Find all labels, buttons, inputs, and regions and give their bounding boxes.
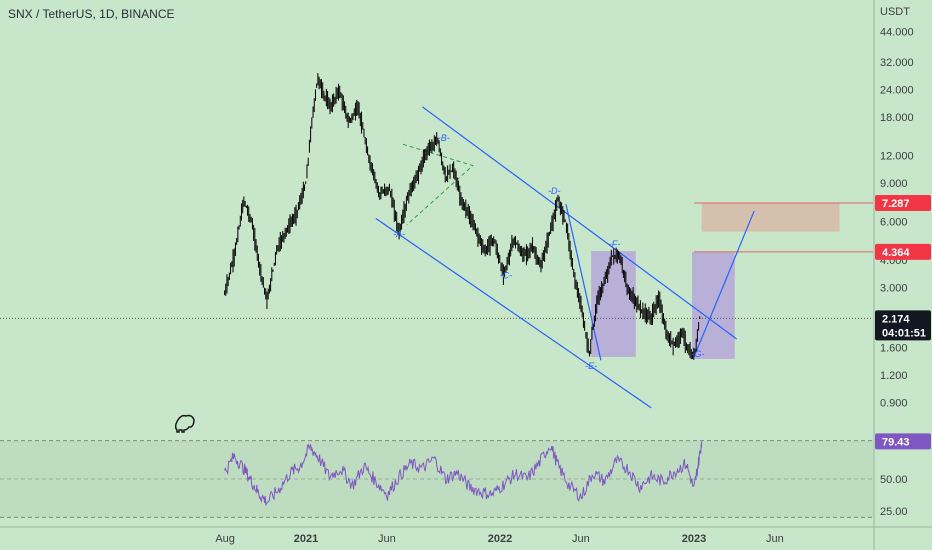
price-badge-label: 7.287 <box>882 198 910 210</box>
wave-label: -B- <box>438 133 450 143</box>
price-badge-2.174 <box>875 310 931 341</box>
wave-d-e-line[interactable] <box>565 204 602 361</box>
price-tick-label: 6.000 <box>880 217 908 229</box>
channel-upper-line[interactable] <box>422 106 738 340</box>
price-badge-7.287 <box>875 195 931 212</box>
symbol-title[interactable]: SNX / TetherUS, 1D, BINANCE <box>8 7 175 21</box>
channel-lower-line[interactable] <box>375 217 652 409</box>
time-tick-label: 2023 <box>682 533 706 545</box>
price-badge-label: 2.174 <box>882 313 910 325</box>
rsi-line <box>224 441 703 506</box>
zone-box-1[interactable] <box>591 251 636 357</box>
wave-label: -E- <box>585 361 597 371</box>
time-tick-label: Aug <box>215 533 235 545</box>
rsi-tick-label: 25.00 <box>880 506 908 518</box>
price-tick-label: 18.000 <box>880 112 914 124</box>
wave-label: -F- <box>609 239 621 249</box>
price-badge-4.364 <box>875 243 931 260</box>
rsi-badge-label: 79.43 <box>882 436 910 448</box>
wave-label: -G- <box>691 349 704 359</box>
price-tick-label: 24.000 <box>880 84 914 96</box>
wave-label: -A- <box>393 229 405 239</box>
time-tick-label: 2022 <box>488 533 512 545</box>
price-tick-label: 3.000 <box>880 283 908 295</box>
countdown-label: 04:01:51 <box>882 327 926 339</box>
time-tick-label: 2021 <box>294 533 318 545</box>
wave-label: -C- <box>500 271 513 281</box>
time-tick-label: Jun <box>572 533 590 545</box>
price-badge-label: 4.364 <box>882 247 910 259</box>
price-tick-label: 0.900 <box>880 397 908 409</box>
rsi-badge <box>875 433 931 450</box>
price-tick-label: 32.000 <box>880 57 914 69</box>
price-tick-label: 9.000 <box>880 178 908 190</box>
target-box[interactable] <box>701 203 840 232</box>
price-tick-label: 44.000 <box>880 27 914 39</box>
currency-label: USDT <box>880 6 910 18</box>
time-tick-label: Jun <box>378 533 396 545</box>
zone-box-2[interactable] <box>692 251 735 359</box>
projection-line[interactable] <box>693 210 755 358</box>
time-tick-label: Jun <box>766 533 784 545</box>
rsi-tick-label: 50.00 <box>880 474 908 486</box>
price-tick-label: 1.600 <box>880 343 908 355</box>
logo-icon <box>174 414 195 433</box>
price-tick-label: 12.000 <box>880 151 914 163</box>
wave-label: -D- <box>548 186 561 196</box>
price-tick-label: 1.200 <box>880 370 908 382</box>
